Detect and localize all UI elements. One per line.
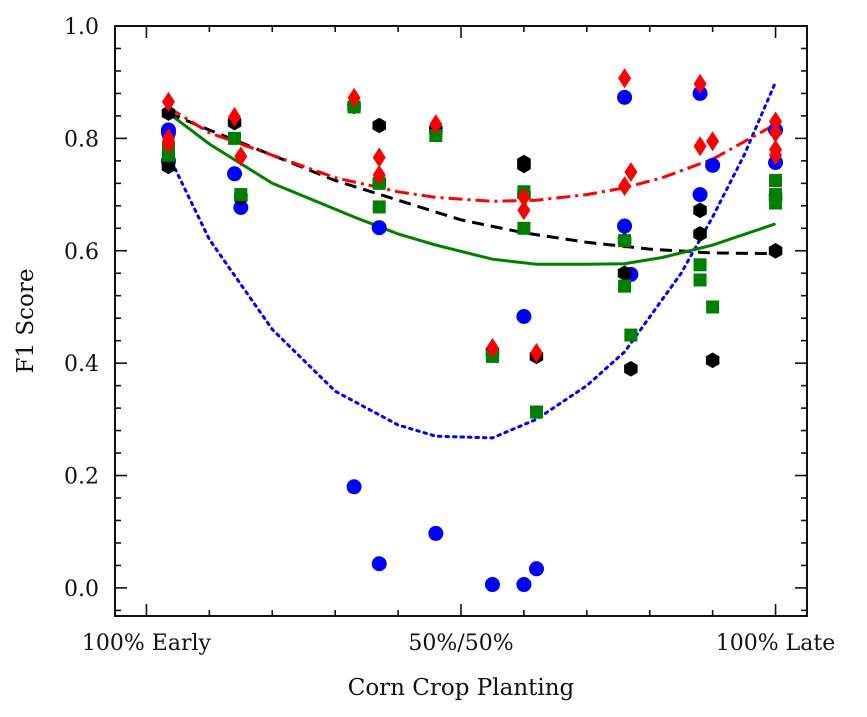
point-s1-6	[372, 117, 386, 134]
point-s3-20	[769, 122, 782, 143]
point-s2-17	[706, 300, 720, 314]
point-s3-5	[347, 87, 361, 108]
point-s2-13	[618, 234, 632, 248]
point-s0-9	[484, 577, 500, 593]
point-s3-6	[372, 147, 386, 168]
point-s0-12	[528, 561, 544, 577]
point-s2-10	[517, 221, 531, 235]
x-tick-label-0: 100% Early	[82, 631, 212, 656]
trend-line-2	[167, 111, 776, 266]
point-s1-14	[617, 265, 632, 281]
point-s3-0	[162, 91, 175, 112]
y-tick-label-3: 0.6	[64, 240, 99, 265]
trend-lines	[167, 80, 777, 440]
point-s1-15	[624, 361, 638, 377]
point-s2-12	[618, 279, 632, 293]
point-s3-22	[769, 145, 782, 166]
point-s3-4	[234, 146, 248, 167]
point-s3-8	[429, 114, 443, 135]
point-s3-11	[517, 200, 531, 221]
point-s2-11	[529, 405, 543, 419]
point-s0-18	[705, 157, 721, 173]
point-s2-2	[228, 131, 242, 145]
y-axis-label: F1 Score	[13, 269, 39, 374]
point-s3-2	[162, 134, 175, 154]
point-s3-13	[618, 68, 632, 89]
point-s0-10	[516, 309, 532, 325]
point-s1-1	[161, 158, 176, 175]
plot-frame	[114, 25, 808, 617]
point-s2-3	[234, 188, 248, 202]
y-tick-label-1: 0.2	[64, 465, 99, 490]
point-s3-18	[706, 131, 720, 152]
point-s3-15	[624, 162, 638, 183]
point-s3-14	[618, 176, 632, 197]
y-tick-label-5: 1.0	[64, 15, 99, 40]
point-s0-7	[371, 556, 387, 572]
data-points	[160, 68, 784, 593]
y-tick-label-0: 0.0	[64, 577, 99, 602]
point-s3-12	[530, 343, 543, 363]
point-s0-3	[227, 166, 243, 182]
x-tick-label-2: 100% Late	[716, 631, 835, 656]
point-s2-1	[161, 148, 175, 162]
point-s1-18	[705, 352, 720, 369]
point-s3-7	[372, 164, 386, 185]
point-s0-6	[371, 220, 387, 236]
axis-ticks	[115, 25, 807, 616]
point-s3-16	[693, 73, 707, 94]
point-s0-17	[692, 187, 708, 203]
tick-labels: 0.0 0.2 0.4 0.6 0.8 1.0 100% Early 50%/50% 100% …	[64, 15, 835, 656]
point-s0-14	[617, 218, 633, 234]
x-tick-label-1: 50%/50%	[408, 631, 513, 656]
point-s2-18	[769, 174, 783, 188]
point-s1-17	[693, 226, 707, 242]
point-s1-0	[161, 105, 176, 121]
point-s0-13	[617, 89, 633, 105]
point-s1-20	[768, 243, 783, 259]
point-s0-11	[516, 577, 532, 593]
trend-line-0	[167, 80, 777, 440]
point-s2-15	[693, 258, 707, 272]
point-s1-10	[517, 157, 531, 174]
point-s3-10	[517, 187, 531, 208]
point-s2-7	[429, 129, 443, 143]
point-s2-5	[372, 200, 386, 214]
point-s0-8	[428, 525, 444, 541]
point-s0-5	[346, 479, 362, 495]
y-tick-label-2: 0.4	[64, 352, 99, 377]
y-tick-label-4: 0.8	[64, 127, 99, 152]
trend-line-1	[167, 111, 776, 256]
point-s3-19	[769, 111, 782, 132]
point-s1-16	[693, 202, 707, 219]
x-axis-label: Corn Crop Planting	[348, 675, 575, 701]
trend-line-3	[167, 106, 777, 203]
point-s2-20	[769, 196, 783, 210]
point-s3-9	[486, 338, 499, 358]
point-s3-17	[693, 136, 707, 157]
point-s3-3	[228, 107, 241, 127]
point-s0-4	[233, 199, 249, 215]
point-s2-14	[624, 328, 638, 342]
point-s2-16	[693, 273, 707, 287]
